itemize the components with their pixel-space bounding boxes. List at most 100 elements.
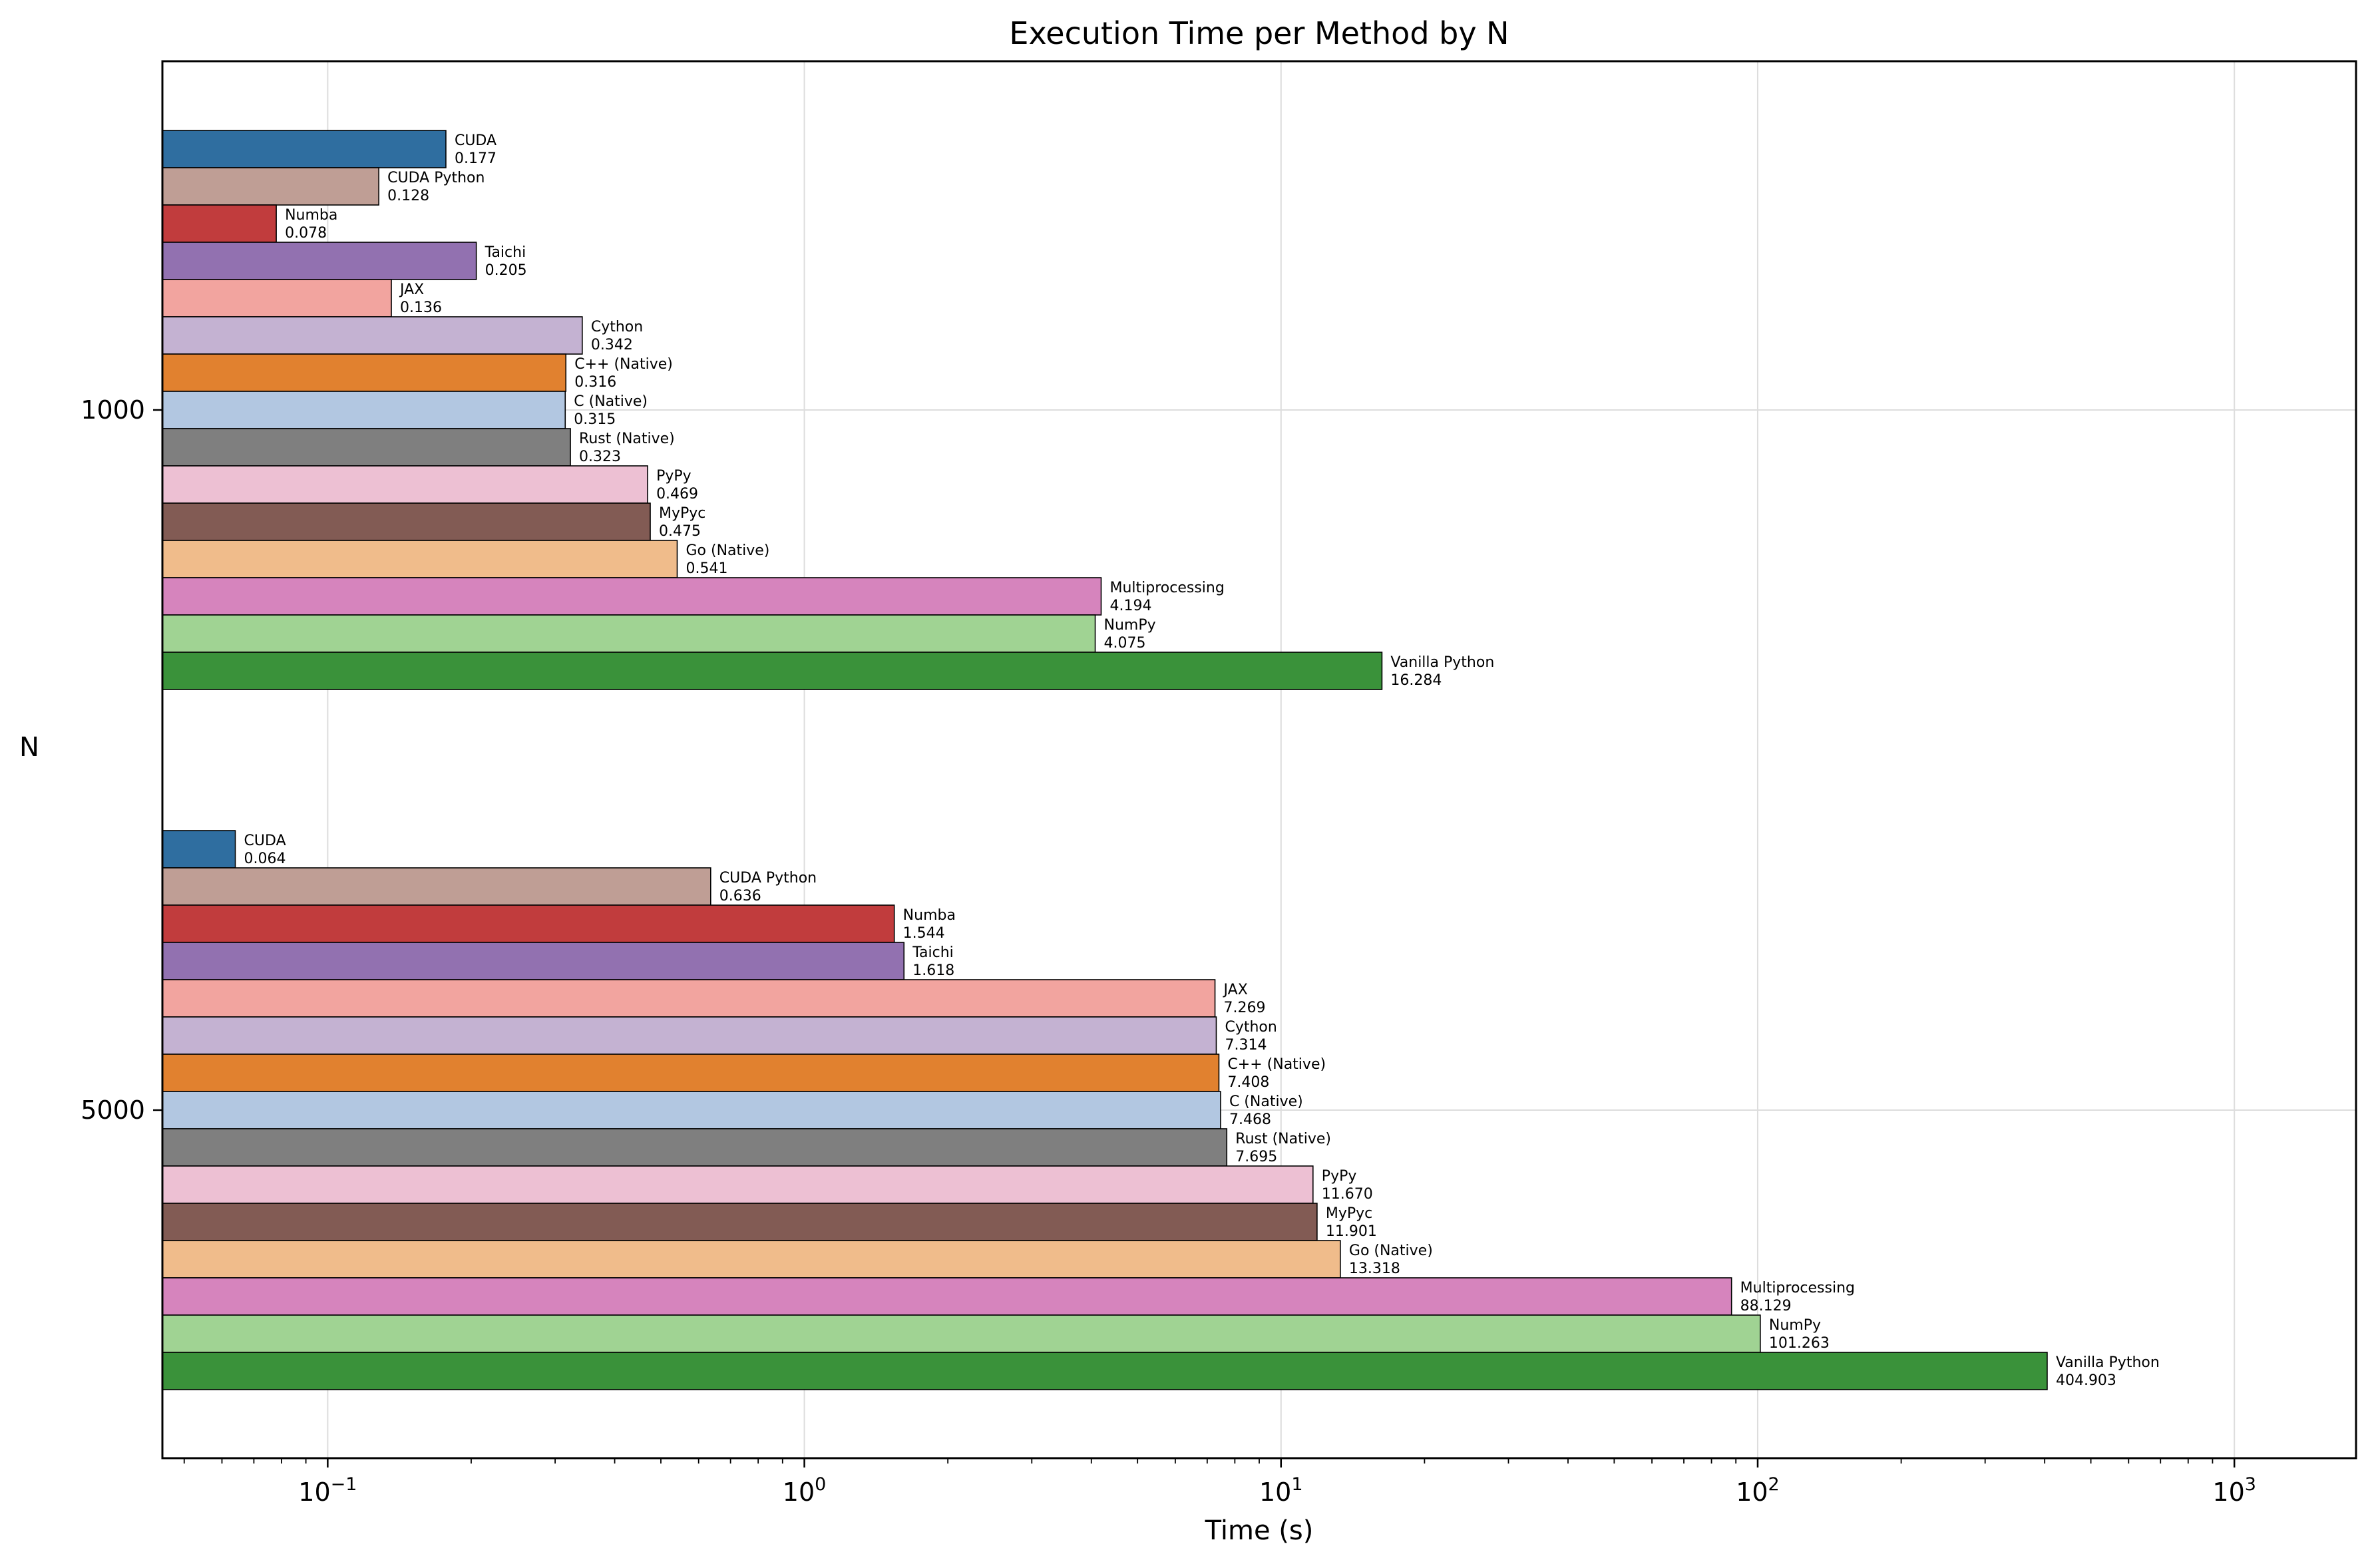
bar-method-label: CUDA Python <box>719 870 817 886</box>
bar-method-label: MyPyc <box>1326 1205 1372 1222</box>
bar-method-label: CUDA <box>455 132 496 149</box>
bar-method-label: Multiprocessing <box>1740 1280 1855 1296</box>
bar-method-label: JAX <box>1223 982 1248 998</box>
x-axis-title: Time (s) <box>1205 1515 1314 1546</box>
bar-method-label: CUDA <box>244 833 286 849</box>
bar-go-native-n1000 <box>162 540 678 578</box>
bar-value-label: 0.475 <box>659 523 701 540</box>
bar-mypyc-n5000 <box>162 1203 1318 1241</box>
bar-numpy-n5000 <box>162 1314 1761 1353</box>
y-tick-label: 5000 <box>81 1095 145 1125</box>
bar-rust-native-n5000 <box>162 1128 1228 1167</box>
bar-method-label: C (Native) <box>574 393 648 410</box>
bar-method-label: Taichi <box>912 944 954 961</box>
bar-value-label: 4.194 <box>1109 598 1151 614</box>
x-tick-label: 101 <box>1259 1474 1303 1507</box>
bar-value-label: 11.670 <box>1322 1186 1373 1203</box>
bar-method-label: Cython <box>591 319 643 335</box>
bar-method-label: NumPy <box>1769 1317 1821 1334</box>
bar-value-label: 0.315 <box>574 411 616 428</box>
bar-vanilla-python-n1000 <box>162 652 1383 690</box>
bar-numba-n1000 <box>162 204 277 243</box>
bar-vanilla-python-n5000 <box>162 1352 2048 1390</box>
bar-value-label: 0.177 <box>455 150 496 167</box>
bar-method-label: CUDA Python <box>387 170 485 186</box>
x-tick-label: 103 <box>2212 1474 2256 1507</box>
bar-value-label: 7.695 <box>1235 1149 1277 1165</box>
bar-value-label: 7.314 <box>1225 1037 1267 1054</box>
bar-method-label: Go (Native) <box>1349 1243 1433 1259</box>
y-axis-title: N <box>19 732 39 763</box>
bar-rust-native-n1000 <box>162 428 571 467</box>
bar-numba-n5000 <box>162 904 895 943</box>
bar-jax-n1000 <box>162 279 392 317</box>
bar-numpy-n1000 <box>162 614 1096 653</box>
bar-cuda-python-n1000 <box>162 167 379 206</box>
bar-value-label: 16.284 <box>1390 672 1442 689</box>
bar-value-label: 0.128 <box>387 188 429 204</box>
bar-method-label: C++ (Native) <box>1227 1056 1326 1073</box>
bar-c-native-n1000 <box>162 353 567 392</box>
chart-title: Execution Time per Method by N <box>1009 15 1509 51</box>
axis-ticks: 10−1 100 101 102 103 1000 5000 <box>81 395 2256 1507</box>
bar-method-label: Vanilla Python <box>2056 1354 2160 1371</box>
x-tick-label: 102 <box>1736 1474 1780 1507</box>
bar-cuda-python-n5000 <box>162 867 711 906</box>
bar-value-label: 0.469 <box>656 486 698 502</box>
y-tick-label: 1000 <box>81 395 145 425</box>
bar-value-label: 7.269 <box>1224 1000 1266 1016</box>
bar-method-label: Vanilla Python <box>1390 654 1494 671</box>
bar-method-label: Taichi <box>485 244 526 261</box>
bar-method-label: Cython <box>1225 1019 1277 1036</box>
bar-value-label: 0.136 <box>400 299 442 316</box>
bar-method-label: Multiprocessing <box>1109 580 1224 596</box>
bar-method-label: C++ (Native) <box>574 356 673 373</box>
bar-pypy-n1000 <box>162 465 648 504</box>
bar-mypyc-n1000 <box>162 502 651 541</box>
bar-go-native-n5000 <box>162 1240 1341 1278</box>
bar-value-label: 7.408 <box>1227 1074 1269 1091</box>
x-tick-label: 10−1 <box>298 1474 357 1507</box>
bar-cython-n5000 <box>162 1016 1217 1055</box>
bar-taichi-n1000 <box>162 242 477 280</box>
bar-method-label: JAX <box>399 282 424 298</box>
bar-multiprocessing-n5000 <box>162 1277 1732 1316</box>
bar-value-label: 7.468 <box>1229 1111 1271 1128</box>
bar-value-label: 0.078 <box>285 225 327 242</box>
bar-method-label: Numba <box>903 907 956 924</box>
bar-c-native-n1000 <box>162 391 566 429</box>
bar-value-label: 13.318 <box>1349 1261 1400 1277</box>
bar-method-label: Rust (Native) <box>1235 1131 1331 1147</box>
bar-value-label: 101.263 <box>1769 1335 1830 1352</box>
bar-method-label: NumPy <box>1104 617 1156 634</box>
bar-cuda-n5000 <box>162 830 236 869</box>
bar-cython-n1000 <box>162 316 583 355</box>
bar-value-label: 11.901 <box>1326 1223 1377 1240</box>
bar-method-label: MyPyc <box>659 505 705 522</box>
bar-value-label: 4.075 <box>1104 635 1146 652</box>
bar-cuda-n1000 <box>162 130 447 168</box>
bar-method-label: Numba <box>285 207 337 224</box>
bar-value-label: 0.342 <box>591 337 633 353</box>
bar-taichi-n5000 <box>162 942 905 980</box>
bar-method-label: PyPy <box>1322 1168 1357 1185</box>
bar-value-label: 0.205 <box>485 262 527 279</box>
bar-value-label: 0.541 <box>686 560 727 577</box>
bars <box>162 130 2048 1390</box>
bar-value-label: 88.129 <box>1740 1298 1792 1314</box>
bar-value-label: 0.323 <box>579 449 621 465</box>
bar-multiprocessing-n1000 <box>162 577 1102 616</box>
bar-c-native-n5000 <box>162 1054 1220 1092</box>
bar-method-label: C (Native) <box>1229 1093 1303 1110</box>
bar-jax-n5000 <box>162 979 1216 1018</box>
bar-value-label: 0.316 <box>574 374 616 391</box>
bar-value-label: 1.544 <box>903 925 945 942</box>
bar-value-label: 0.636 <box>719 888 761 904</box>
bar-pypy-n5000 <box>162 1165 1314 1204</box>
bar-method-label: PyPy <box>656 468 692 485</box>
bar-method-label: Go (Native) <box>686 542 769 559</box>
bar-method-label: Rust (Native) <box>579 431 675 447</box>
x-tick-label: 100 <box>783 1474 827 1507</box>
